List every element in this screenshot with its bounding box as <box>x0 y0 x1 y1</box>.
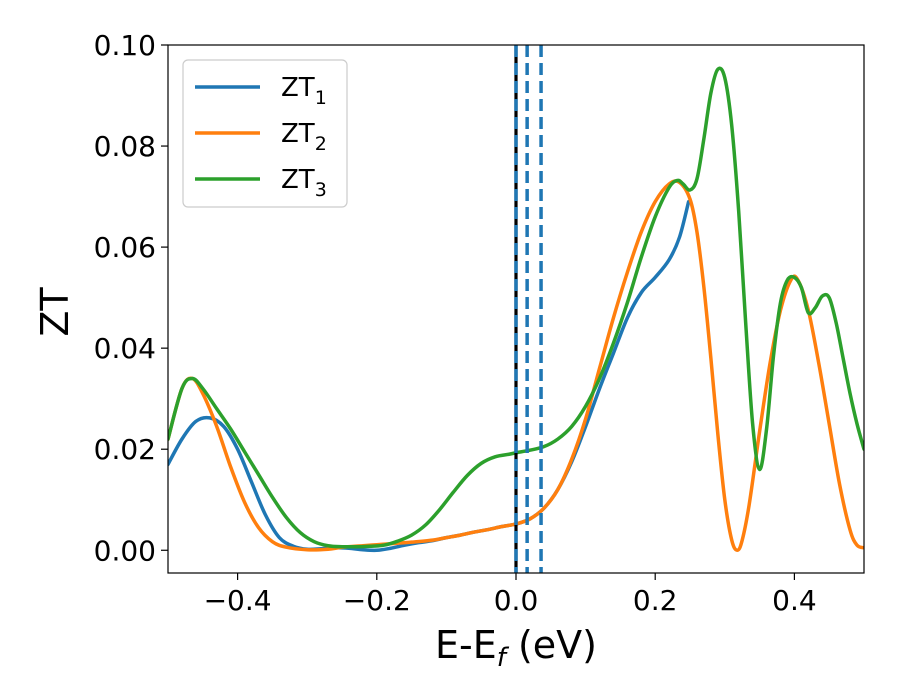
legend-label-main: ZT <box>281 119 315 149</box>
y-tick-label: 0.10 <box>94 29 156 62</box>
legend-label-3: ZT3 <box>281 165 327 201</box>
legend-label-main: ZT <box>281 73 315 103</box>
x-axis: −0.4 −0.2 0.0 0.2 0.4 <box>204 573 817 617</box>
legend-label-sub: 1 <box>315 87 327 109</box>
series-line-3 <box>168 66 864 549</box>
x-axis-title-main: E-E <box>435 623 497 667</box>
x-axis-title-unit: (eV) <box>506 623 597 667</box>
y-axis-title: ZT <box>33 287 77 337</box>
x-tick-label: 0.0 <box>494 584 539 617</box>
legend-label-1: ZT1 <box>281 73 327 109</box>
x-tick-label: 0.2 <box>633 584 678 617</box>
y-tick-label: 0.00 <box>94 534 156 567</box>
x-axis-title: E-Ef (eV) <box>435 623 597 673</box>
y-tick-label: 0.06 <box>94 231 156 264</box>
legend-label-2: ZT2 <box>281 119 327 155</box>
y-tick-label: 0.02 <box>94 433 156 466</box>
legend-box <box>182 59 348 208</box>
legend-label-sub: 3 <box>315 179 327 201</box>
x-tick-label: −0.4 <box>204 584 272 617</box>
series-layer <box>168 66 864 553</box>
legend-label-main: ZT <box>281 165 315 195</box>
series-line-1 <box>168 199 691 553</box>
x-tick-label: 0.4 <box>772 584 817 617</box>
y-axis: 0.00 0.02 0.04 0.06 0.08 0.10 <box>94 29 168 567</box>
x-tick-label: −0.2 <box>343 584 411 617</box>
y-tick-label: 0.08 <box>94 130 156 163</box>
y-tick-label: 0.04 <box>94 332 156 365</box>
vline-layer <box>514 45 543 573</box>
legend-label-sub: 2 <box>315 133 327 155</box>
